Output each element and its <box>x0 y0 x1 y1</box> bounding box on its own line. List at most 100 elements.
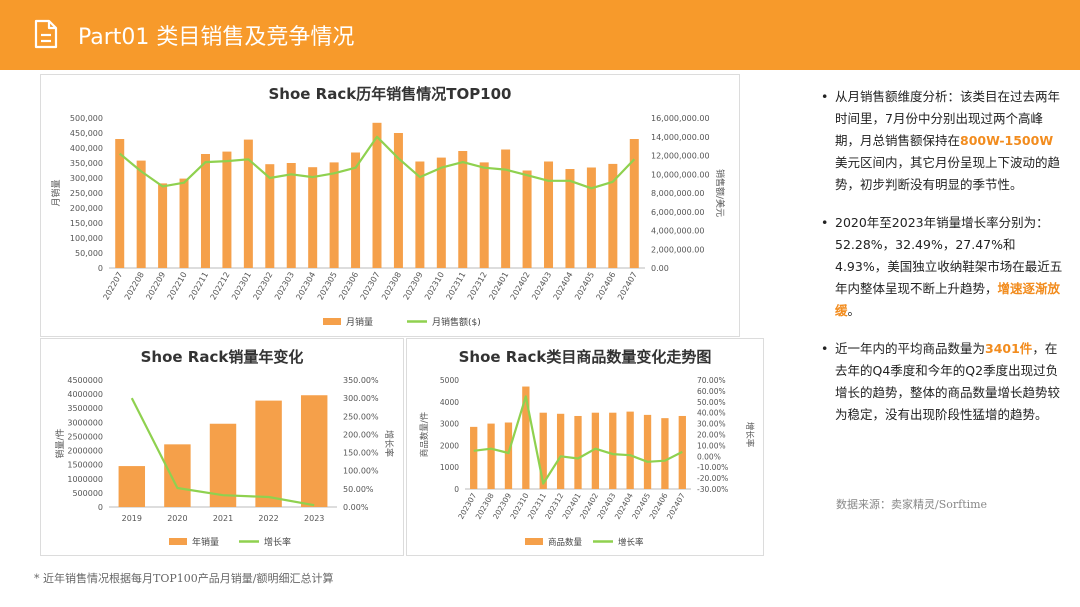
y-tick-label: 300,000 <box>70 174 103 183</box>
bar <box>200 154 210 268</box>
y-axis-title: 商品数量/件 <box>419 411 430 457</box>
y2-tick-label: 16,000,000.00 <box>651 114 710 123</box>
y2-tick-label: 50.00% <box>697 398 726 407</box>
y2-tick-label: 10,000,000.00 <box>651 170 710 179</box>
y-tick-label: 350,000 <box>70 159 103 168</box>
bar <box>574 415 582 489</box>
legend-label: 年销量 <box>192 536 219 548</box>
x-tick-label: 202311 <box>444 271 467 302</box>
bar <box>586 167 596 268</box>
x-tick-label: 2020 <box>167 514 187 523</box>
bar <box>629 139 639 268</box>
x-tick-label: 202301 <box>230 271 253 302</box>
y2-tick-label: 200.00% <box>343 430 379 439</box>
y2-axis-title: 销售额/美元 <box>714 169 726 217</box>
bar <box>265 164 275 268</box>
y2-tick-label: 20.00% <box>697 431 726 440</box>
legend-bar-swatch <box>169 538 187 545</box>
x-tick-label: 202310 <box>423 271 446 302</box>
bar <box>591 412 600 489</box>
bar <box>522 170 532 268</box>
bullet-text: ，在去年的Q4季度和今年的Q2季度出现过负增长的趋势，整体的商品数量增长趋势较为… <box>835 341 1061 422</box>
legend-bar-swatch <box>525 538 543 545</box>
bar <box>300 395 328 507</box>
y-tick-label: 2000 <box>440 441 459 450</box>
yearly-sales-chart: 4500000 4000000 3500000 3000000 2500000 20000… <box>54 376 395 548</box>
y-tick-label: 2500000 <box>67 432 103 441</box>
y2-tick-label: 100.00% <box>343 467 379 476</box>
bar <box>164 444 191 507</box>
y-tick-label: 200,000 <box>70 204 103 213</box>
x-tick-label: 2019 <box>122 514 142 523</box>
y-axis-title: 销量/件 <box>54 428 66 458</box>
x-tick-label: 202404 <box>552 271 575 302</box>
bullet-item: 2020年至2023年销量增长率分别为：52.28%，32.49%，27.47%… <box>815 212 1065 322</box>
chart-title: Shoe Rack历年销售情况TOP100 <box>268 85 512 103</box>
x-tick-label: 202307 <box>359 271 382 302</box>
bar <box>608 163 618 268</box>
legend-label: 增长率 <box>618 537 644 548</box>
y-tick-label: 400,000 <box>70 144 103 153</box>
y-tick-label: 4000000 <box>67 390 103 399</box>
bar <box>479 162 489 268</box>
bar <box>487 423 495 489</box>
y2-tick-label: 8,000,000.00 <box>651 189 704 198</box>
y-tick-label: 0 <box>98 264 103 273</box>
bar <box>643 414 652 489</box>
y-tick-label: 4500000 <box>67 376 103 385</box>
bar <box>626 411 634 489</box>
bar <box>158 183 168 268</box>
bar <box>458 151 468 268</box>
y2-tick-label: 6,000,000.00 <box>651 208 704 217</box>
x-tick-label: 202208 <box>123 271 146 302</box>
bar <box>544 161 554 268</box>
bar <box>504 422 513 489</box>
y2-tick-label: 250.00% <box>343 412 379 421</box>
monthly-sales-chart: 500,000 450,000 400,000 350,000 300,000 250,0… <box>50 114 726 328</box>
y-tick-label: 500,000 <box>70 114 103 123</box>
x-tick-label: 202209 <box>144 271 167 302</box>
y2-tick-label: 30.00% <box>697 420 726 429</box>
x-tick-label: 2021 <box>213 514 233 523</box>
x-tick-label: 202302 <box>251 271 274 302</box>
x-tick-label: 202308 <box>380 271 403 302</box>
y2-axis-title: 增长率 <box>383 430 395 457</box>
y-tick-label: 250,000 <box>70 189 103 198</box>
y2-tick-label: 0.00 <box>651 264 669 273</box>
x-tick-label: 202403 <box>530 271 553 302</box>
bullet-text: 2020年至2023年销量增长率分别为：52.28%，32.49%，27.47%… <box>835 215 1063 296</box>
y-tick-label: 3000 <box>440 420 459 429</box>
yearly-sales-chart-panel: Shoe Rack销量年变化 4500000 4000000 3500000 3000… <box>40 338 404 556</box>
bar <box>393 133 403 268</box>
y2-tick-label: -20.00% <box>697 474 728 483</box>
bullet-text: 近一年内的平均商品数量为 <box>835 341 986 356</box>
bar <box>329 162 339 268</box>
y2-tick-label: 4,000,000.00 <box>651 227 704 236</box>
bar <box>179 178 189 268</box>
x-tick-label: 202212 <box>209 271 232 302</box>
y2-tick-label: 10.00% <box>697 441 726 450</box>
bullet-item: 从月销售额维度分析：该类目在过去两年时间里，7月份中分别出现过两个高峰期，月总销… <box>815 86 1065 196</box>
bar <box>118 466 146 507</box>
y2-tick-label: 350.00% <box>343 376 379 385</box>
y2-tick-label: 0.00% <box>343 503 369 512</box>
y-tick-label: 1500000 <box>67 461 103 470</box>
bullet-text: 美元区间内，其它月份呈现上下波动的趋势，初步判断没有明显的季节性。 <box>835 155 1061 192</box>
y2-tick-label: 40.00% <box>697 409 726 418</box>
bar <box>255 400 282 507</box>
y2-tick-label: -30.00% <box>697 485 728 494</box>
x-tick-label: 202312 <box>466 271 489 302</box>
legend-label: 月销售额($) <box>432 316 481 328</box>
bar <box>222 151 232 268</box>
bar <box>501 149 511 268</box>
series-line <box>118 135 636 190</box>
y-tick-label: 1000000 <box>67 475 103 484</box>
x-tick-label: 202306 <box>337 271 360 302</box>
bar <box>136 160 146 268</box>
bar <box>115 139 125 268</box>
series-line <box>130 397 315 507</box>
legend-label: 月销量 <box>346 316 373 328</box>
y2-tick-label: 2,000,000.00 <box>651 245 704 254</box>
bar <box>308 167 318 268</box>
x-tick-label: 202407 <box>616 271 639 302</box>
